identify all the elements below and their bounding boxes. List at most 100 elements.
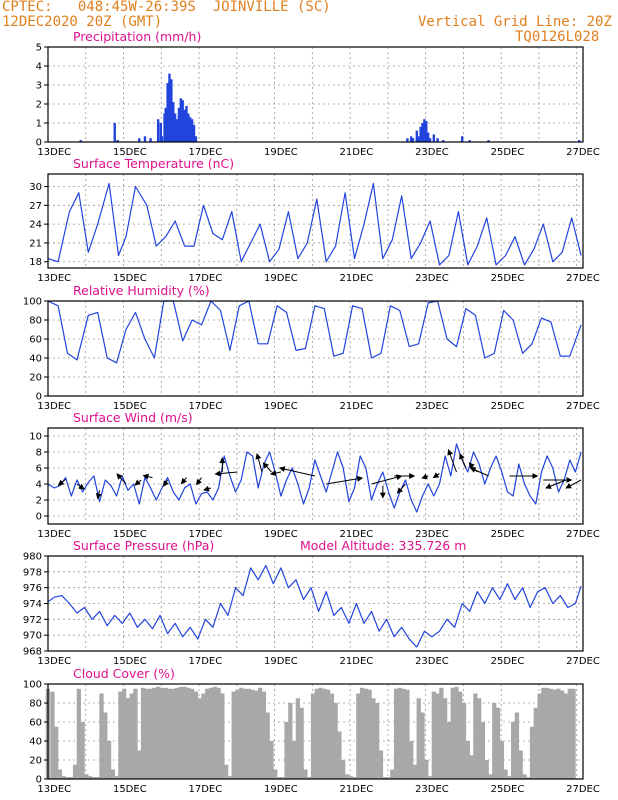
wind-arrow bbox=[371, 474, 403, 485]
precip-bar bbox=[170, 79, 173, 142]
cloud-bar bbox=[84, 774, 89, 779]
cloud-bar bbox=[182, 686, 187, 779]
precip-bar bbox=[156, 119, 160, 142]
cloud-bar bbox=[303, 769, 308, 779]
cloud-bar bbox=[125, 698, 131, 779]
temperature-xtick-label: 21DEC bbox=[340, 273, 374, 284]
wind-arrow bbox=[262, 462, 272, 473]
pressure-xtick-label: 13DEC bbox=[37, 656, 71, 667]
cloud-bar bbox=[393, 688, 399, 779]
pressure-ytick-label: 974 bbox=[23, 599, 42, 610]
cloud-bar bbox=[427, 776, 433, 779]
wind-ytick-label: 4 bbox=[36, 480, 42, 491]
cloud-bar bbox=[208, 687, 214, 779]
wind-arrow bbox=[195, 477, 202, 486]
cloud-bar bbox=[522, 774, 527, 779]
cloud-bar bbox=[189, 688, 195, 779]
wind-ytick-label: 2 bbox=[36, 496, 42, 507]
humidity-frame bbox=[47, 300, 584, 397]
precip-ytick-label: 0 bbox=[36, 138, 42, 149]
precip-bar bbox=[181, 100, 184, 142]
cloud-bar bbox=[507, 776, 512, 779]
cloud-xtick-label: 27DEC bbox=[566, 784, 600, 795]
precip-bar bbox=[442, 140, 445, 142]
wind-arrow bbox=[545, 479, 567, 489]
precip-bar bbox=[168, 73, 171, 142]
wind-arrow bbox=[95, 490, 102, 500]
cloud-xtick-label: 17DEC bbox=[188, 784, 222, 795]
precip-bar bbox=[421, 123, 424, 142]
humidity-ytick-label: 0 bbox=[36, 392, 42, 403]
cloud-bar bbox=[314, 688, 319, 779]
precip-bar bbox=[113, 123, 116, 142]
precip-xtick-label: 25DEC bbox=[491, 147, 525, 158]
precip-bar bbox=[460, 136, 464, 142]
temperature-line bbox=[47, 182, 582, 266]
pressure-title: Surface Pressure (hPa) bbox=[73, 538, 214, 553]
cloud-bar bbox=[122, 688, 127, 779]
wind-arrow bbox=[203, 485, 212, 492]
cloud-bar bbox=[495, 707, 501, 779]
cloud-bar bbox=[276, 777, 282, 779]
precip-frame bbox=[47, 46, 584, 143]
cloud-bar bbox=[257, 687, 263, 779]
humidity-xtick-label: 25DEC bbox=[491, 401, 525, 412]
cloud-xtick-label: 15DEC bbox=[113, 784, 147, 795]
cloud-bar bbox=[435, 693, 440, 779]
cloud-bar bbox=[409, 741, 414, 779]
cloud-bar bbox=[310, 693, 316, 779]
cloud-bar bbox=[537, 693, 542, 779]
wind-xtick-label: 25DEC bbox=[491, 529, 525, 540]
cloud-xtick-label: 23DEC bbox=[415, 784, 449, 795]
cloud-bar bbox=[171, 688, 176, 779]
wind-line bbox=[47, 443, 582, 513]
precip-bar bbox=[172, 102, 175, 142]
wind-arrow bbox=[396, 483, 406, 494]
precip-panel: 0 1 2 3 4 5 13DEC 15DEC 17DEC 19DEC 21DEC 23DEC 25DE… bbox=[36, 29, 600, 158]
pressure-xtick-label: 15DEC bbox=[113, 656, 147, 667]
cloud-bar bbox=[137, 750, 142, 779]
precip-bar bbox=[423, 119, 426, 142]
precip-bar bbox=[175, 119, 179, 142]
cloud-bar bbox=[443, 698, 448, 779]
cloud-bar bbox=[560, 690, 565, 779]
wind-arrow bbox=[432, 472, 440, 479]
cloud-bar bbox=[503, 769, 508, 779]
precip-title: Precipitation (mm/h) bbox=[73, 29, 201, 44]
precip-xtick-label: 19DEC bbox=[264, 147, 298, 158]
cloud-bar bbox=[469, 755, 474, 779]
cloud-bar bbox=[265, 712, 270, 779]
cloud-title: Cloud Cover (%) bbox=[73, 666, 175, 681]
cloud-bar bbox=[356, 693, 361, 779]
cloud-bar bbox=[420, 712, 425, 779]
wind-arrow bbox=[163, 479, 169, 487]
humidity-ytick-label: 80 bbox=[29, 316, 42, 327]
cloud-bar bbox=[359, 687, 365, 779]
cloud-bar bbox=[223, 764, 229, 779]
humidity-xtick-label: 23DEC bbox=[415, 401, 449, 412]
wind-arrow bbox=[459, 453, 467, 469]
precip-bar bbox=[432, 134, 436, 142]
pressure-annotation: Model Altitude: 335.726 m bbox=[300, 538, 466, 553]
cloud-bar bbox=[212, 686, 217, 779]
cloud-bar bbox=[197, 698, 202, 779]
temperature-xtick-label: 19DEC bbox=[264, 273, 298, 284]
temperature-xtick-label: 27DEC bbox=[566, 273, 600, 284]
cloud-bar bbox=[477, 698, 482, 779]
cloud-bar bbox=[76, 688, 81, 779]
wind-arrow bbox=[142, 473, 153, 480]
humidity-line bbox=[47, 300, 582, 364]
cloud-xtick-label: 25DEC bbox=[491, 784, 525, 795]
precip-xtick-label: 15DEC bbox=[113, 147, 147, 158]
temperature-ytick-label: 27 bbox=[29, 201, 42, 212]
cloud-bar bbox=[54, 726, 59, 779]
precip-bar bbox=[149, 138, 152, 142]
cloud-bar bbox=[291, 741, 297, 779]
wind-ytick-label: 0 bbox=[36, 512, 42, 523]
cloud-bar bbox=[526, 777, 531, 779]
cloud-bar bbox=[295, 698, 301, 779]
cloud-bar bbox=[299, 707, 304, 779]
pressure-ytick-label: 980 bbox=[23, 552, 42, 563]
cloud-bar bbox=[99, 693, 104, 779]
